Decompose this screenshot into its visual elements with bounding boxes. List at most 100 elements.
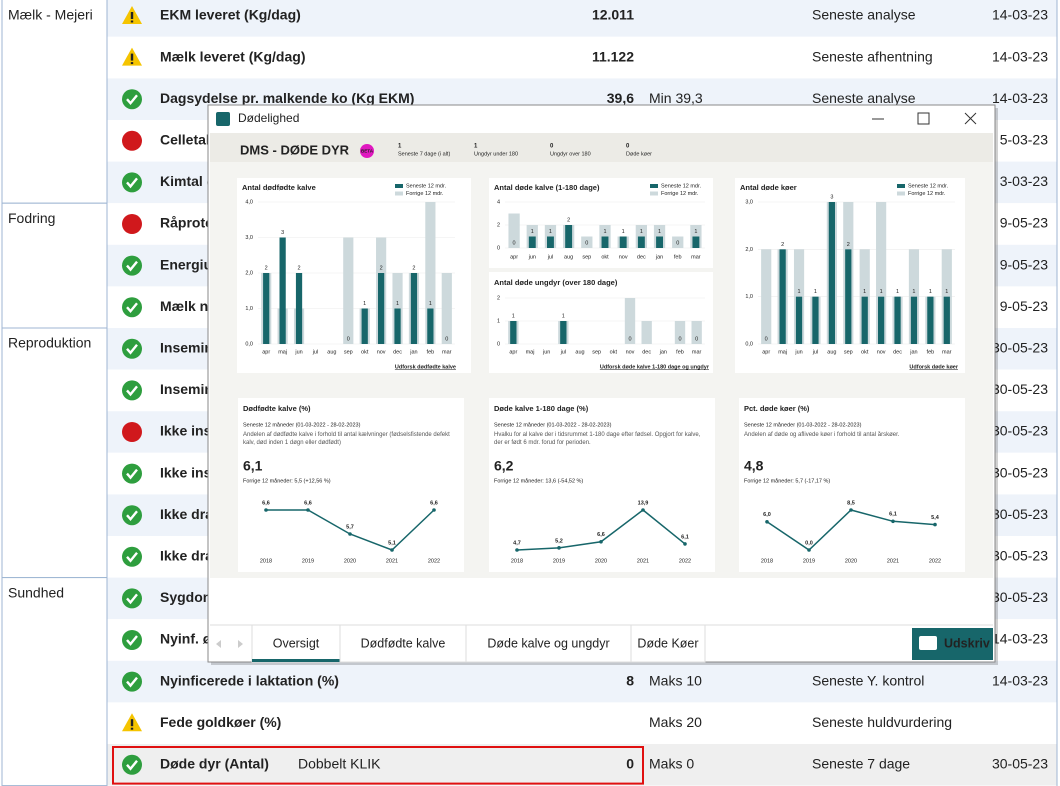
bar-value-label: 2 xyxy=(265,265,268,271)
row-date: 30-05-23 xyxy=(992,381,1048,397)
explore-link[interactable]: Udforsk døde kalve 1-180 dage og ungdyr xyxy=(600,364,710,370)
x-tick-label: aug xyxy=(564,254,573,260)
chart-title: Antal døde kalve (1-180 dage) xyxy=(494,183,600,192)
x-tick-label: 2019 xyxy=(803,558,815,564)
x-tick-label: 2018 xyxy=(761,558,773,564)
x-tick-label: jun xyxy=(294,349,302,355)
dialog-icon xyxy=(216,112,230,126)
x-tick-label: maj xyxy=(778,349,787,355)
bar-value-label: 1 xyxy=(396,301,399,307)
x-tick-label: jan xyxy=(409,349,417,355)
x-tick-label: aug xyxy=(575,349,584,355)
x-tick-label: 2020 xyxy=(595,558,607,564)
row-date: 30-05-23 xyxy=(992,464,1048,480)
row-source: Seneste analyse xyxy=(812,90,916,106)
x-tick-label: jan xyxy=(659,349,667,355)
tab-label[interactable]: Døde Køer xyxy=(637,636,698,650)
row-label: Døde dyr (Antal) xyxy=(160,756,269,772)
kpi-period: Seneste 12 måneder (01-03-2022 - 28-02-2… xyxy=(243,421,361,428)
bar xyxy=(296,273,302,344)
row-limit: Min 39,3 xyxy=(649,90,703,106)
bar xyxy=(780,249,786,344)
legend-swatch xyxy=(650,192,658,196)
x-tick-label: mar xyxy=(442,349,452,355)
x-tick-label: apr xyxy=(510,254,518,260)
bar-value-label: 2 xyxy=(847,242,850,248)
row-date: 30-05-23 xyxy=(992,589,1048,605)
bar xyxy=(944,297,950,344)
row-label: Nyinf. ø xyxy=(160,631,212,647)
point-label: 8,5 xyxy=(847,500,855,506)
warning-dot xyxy=(131,62,133,64)
x-tick-label: sep xyxy=(844,349,853,355)
bar-value-label: 1 xyxy=(929,289,932,295)
ok-icon xyxy=(122,672,142,692)
ok-icon xyxy=(122,380,142,400)
ok-icon xyxy=(122,464,142,484)
row-date: 30-05-23 xyxy=(992,423,1048,439)
x-tick-label: feb xyxy=(427,349,435,355)
ok-icon xyxy=(122,630,142,650)
point-label: 6,1 xyxy=(889,512,897,518)
x-tick-label: okt xyxy=(610,349,618,355)
ok-icon xyxy=(122,256,142,276)
bar-value-label: 0 xyxy=(585,240,588,246)
tab-label[interactable]: Dødfødte kalve xyxy=(361,636,446,650)
bar xyxy=(510,321,516,344)
y-tick-label: 0,0 xyxy=(245,341,253,347)
x-tick-label: dec xyxy=(637,254,646,260)
bar xyxy=(411,273,417,344)
x-tick-label: jun xyxy=(528,254,536,260)
row-date: 30-05-23 xyxy=(992,548,1048,564)
bar xyxy=(560,321,566,344)
explore-link[interactable]: Udforsk dødfødte kalve xyxy=(395,364,456,370)
explore-link[interactable]: Udforsk døde køer xyxy=(909,364,958,370)
x-tick-label: jul xyxy=(312,349,319,355)
x-tick-label: apr xyxy=(762,349,770,355)
tab-label[interactable]: Døde kalve og ungdyr xyxy=(487,636,609,650)
legend-swatch xyxy=(897,184,905,188)
y-tick-label: 3,0 xyxy=(745,199,753,205)
y-tick-label: 1,0 xyxy=(245,306,253,312)
chart-title: Antal dødfødte kalve xyxy=(242,183,316,192)
tab-active-indicator xyxy=(252,659,340,662)
group-cell xyxy=(2,328,107,578)
legend-label: Seneste 12 mdr. xyxy=(908,183,949,189)
row-value: 39,6 xyxy=(607,90,634,106)
x-tick-label: 2019 xyxy=(553,558,565,564)
bar xyxy=(927,297,933,344)
printer-icon xyxy=(919,636,937,650)
row-date: 3-03-23 xyxy=(1000,173,1048,189)
point-label: 6,6 xyxy=(597,532,605,538)
line-point xyxy=(348,532,352,536)
tab-label[interactable]: Oversigt xyxy=(273,636,320,650)
line-point xyxy=(432,508,436,512)
row-limit: Maks 20 xyxy=(649,714,702,730)
bar-value-label: 2 xyxy=(412,265,415,271)
x-tick-label: 2022 xyxy=(428,558,440,564)
x-tick-label: apr xyxy=(509,349,517,355)
point-label: 6,6 xyxy=(304,500,312,506)
chart-title: Antal døde ungdyr (over 180 dage) xyxy=(494,278,618,287)
point-label: 4,7 xyxy=(513,540,521,546)
bar xyxy=(280,238,286,345)
x-tick-label: aug xyxy=(827,349,836,355)
legend-label: Forrige 12 mdr. xyxy=(661,191,699,197)
bar-value-label: 1 xyxy=(531,229,534,235)
print-label[interactable]: Udskriv xyxy=(944,636,990,650)
bar-value-label: 3 xyxy=(281,230,284,236)
y-tick-label: 2,0 xyxy=(245,270,253,276)
x-tick-label: jul xyxy=(547,254,554,260)
row-label: Dagsydelse pr. malkende ko (Kg EKM) xyxy=(160,90,414,106)
row-label: Råprote xyxy=(160,215,213,231)
kpi-note-box: Andelen af dødfødte kalve i forhold til … xyxy=(243,431,459,453)
x-tick-label: 2018 xyxy=(511,558,523,564)
row-label: Insemin xyxy=(160,340,213,356)
group-name: Fodring xyxy=(8,210,55,226)
x-tick-label: feb xyxy=(927,349,935,355)
row-date: 14-03-23 xyxy=(992,672,1048,688)
bar-value-label: 2 xyxy=(781,242,784,248)
kpi-note: Andelen af døde og aflivede køer i forho… xyxy=(744,431,960,439)
y-tick-label: 2 xyxy=(497,222,500,228)
